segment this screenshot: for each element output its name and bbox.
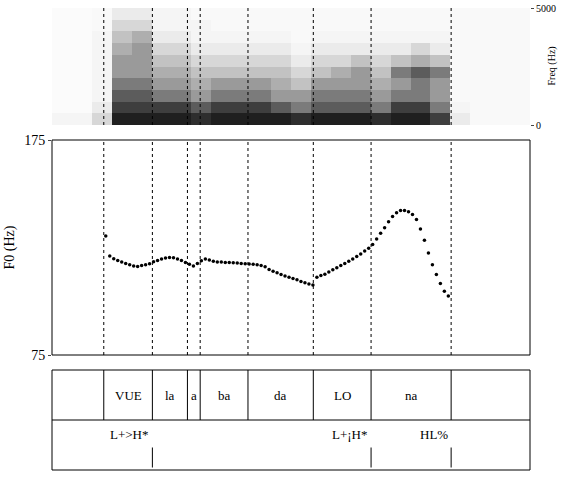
svg-text:F0 (Hz): F0 (Hz) (2, 225, 18, 269)
svg-text:Freq (Hz): Freq (Hz) (546, 46, 558, 85)
svg-text:0: 0 (536, 120, 541, 131)
svg-text:a: a (191, 388, 197, 403)
svg-text:VUE: VUE (115, 388, 142, 403)
svg-text:ba: ba (218, 388, 231, 403)
svg-text:L+¡H*: L+¡H* (332, 427, 368, 442)
svg-text:na: na (405, 388, 418, 403)
svg-text:75: 75 (31, 348, 45, 363)
svg-text:LO: LO (334, 388, 351, 403)
svg-text:da: da (274, 388, 287, 403)
svg-text:175: 175 (24, 133, 45, 148)
svg-text:HL%: HL% (420, 427, 448, 442)
svg-text:L+>H*: L+>H* (110, 427, 149, 442)
svg-text:5000: 5000 (536, 3, 556, 14)
svg-text:la: la (165, 388, 175, 403)
